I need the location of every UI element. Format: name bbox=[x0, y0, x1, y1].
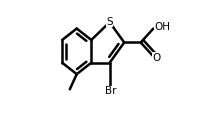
Text: Br: Br bbox=[105, 86, 116, 96]
Text: O: O bbox=[152, 53, 160, 63]
Text: OH: OH bbox=[154, 22, 170, 32]
Text: S: S bbox=[106, 17, 113, 27]
